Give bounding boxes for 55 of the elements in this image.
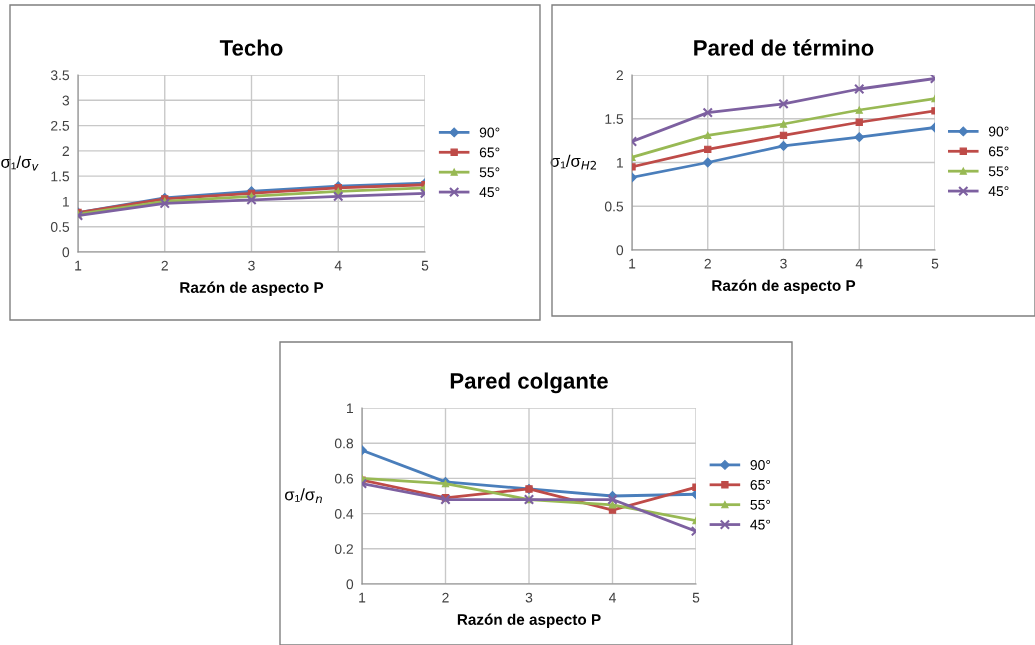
legend-label: 90° [750,460,771,470]
y-tick-label: 0 [346,579,354,590]
y-tick-label: 1 [347,403,353,414]
legend-label: 65° [479,147,500,158]
legend-label: 45° [988,186,1009,197]
legend-label: 45° [479,187,500,198]
x-tick-label: 2 [704,258,711,269]
x-axis-title: Razón de aspecto P [457,613,601,628]
x-axis-title: Razón de aspecto P [712,279,856,294]
x-tick-label: 3 [780,258,787,269]
y-tick-label: 1 [617,157,623,168]
x-tick-label: 2 [161,260,168,271]
y-axis-title: σ₁/σ$_{v}$ [1,155,39,171]
x-tick-label: 4 [608,592,616,603]
x-tick-label: 3 [248,260,255,271]
y-tick-label: 3 [62,95,70,106]
y-tick-label: 2 [62,146,69,156]
x-tick-label: 4 [855,258,863,269]
y-tick-label: 1.5 [51,171,70,182]
legend-label: 90° [988,126,1009,137]
legend-label: 55° [988,166,1009,177]
y-tick-label: 0.6 [334,473,354,484]
x-tick-label: 1 [359,592,366,603]
chart-title: Pared de término [694,39,874,56]
chart-title: Pared colgante [450,372,608,394]
y-tick-label: 2.5 [51,120,70,131]
y-tick-label: 0 [62,247,70,258]
legend-label: 45° [750,519,771,530]
y-tick-label: 1.5 [605,114,624,124]
y-tick-label: 1 [63,196,69,207]
y-tick-label: 0.5 [604,201,624,212]
y-axis-title: σ₁/σ$_{H2}$ [550,154,596,170]
chart-title: Techo [219,39,283,56]
y-tick-label: 0.2 [334,544,353,554]
y-axis-title: σ₁/σ$_{n}$ [285,488,322,503]
legend-label: 90° [479,127,500,138]
y-tick-label: 2 [616,70,623,81]
x-tick-label: 2 [442,592,449,603]
y-tick-label: 0.5 [50,222,70,232]
x-tick-label: 5 [421,260,429,271]
x-tick-label: 3 [525,592,533,603]
y-tick-label: 3.5 [50,70,70,81]
legend-label: 55° [750,499,771,510]
x-tick-label: 5 [931,258,939,269]
legend-label: 55° [479,167,500,178]
x-tick-label: 5 [692,592,700,603]
x-tick-label: 4 [334,260,342,271]
legend-label: 65° [988,146,1009,157]
x-tick-label: 1 [629,258,636,269]
y-tick-label: 0.4 [334,508,354,519]
legend-label: 65° [750,479,771,490]
x-tick-label: 1 [75,260,82,271]
x-axis-title: Razón de aspecto P [180,281,324,296]
y-tick-label: 0 [616,245,624,256]
y-tick-label: 0.8 [334,438,354,449]
